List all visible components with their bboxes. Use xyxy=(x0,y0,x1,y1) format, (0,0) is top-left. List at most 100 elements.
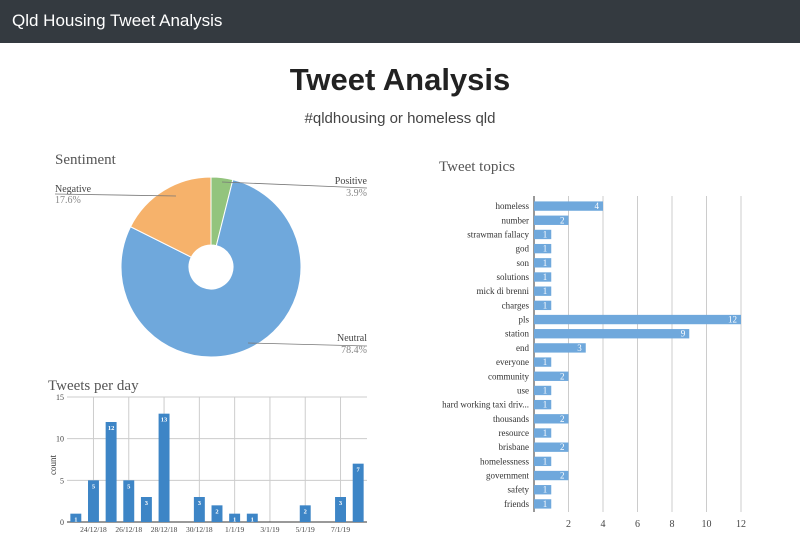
topic-bar-label: 4 xyxy=(595,201,600,211)
day-bar-label: 3 xyxy=(339,500,343,507)
day-bar-label: 1 xyxy=(251,517,254,524)
topic-bar xyxy=(534,343,586,353)
navbar-brand[interactable]: Qld Housing Tweet Analysis xyxy=(12,11,223,30)
topic-bar xyxy=(534,414,569,424)
topic-category-label: son xyxy=(516,258,529,268)
day-bar-label: 3 xyxy=(198,500,202,507)
topic-bar-label: 2 xyxy=(560,371,565,381)
pie-value-negative: 17.6% xyxy=(55,195,81,206)
day-xtick-label: 26/12/18 xyxy=(115,525,142,534)
topic-category-label: strawman fallacy xyxy=(467,229,529,239)
day-xtick-label: 3/1/19 xyxy=(260,525,279,534)
day-bar-label: 3 xyxy=(145,500,149,507)
day-bar xyxy=(70,513,82,522)
topic-bar-label: 1 xyxy=(543,357,548,367)
topic-bar-label: 1 xyxy=(543,499,548,509)
topic-bar-label: 2 xyxy=(560,414,565,424)
day-bar xyxy=(335,497,346,522)
day-bar xyxy=(246,513,258,522)
day-ytick-label: 0 xyxy=(60,518,64,527)
topic-bar-label: 1 xyxy=(543,229,548,239)
day-bar xyxy=(158,413,170,522)
day-ytick-label: 15 xyxy=(56,393,64,402)
topic-bar-label: 1 xyxy=(543,272,548,282)
topic-bar xyxy=(534,286,552,296)
topic-category-label: resource xyxy=(499,428,529,438)
day-bar xyxy=(211,505,223,522)
pie-label-neutral: Neutral xyxy=(337,333,367,344)
day-ytick-label: 10 xyxy=(56,435,64,444)
pie-label-negative: Negative xyxy=(55,184,92,195)
page-title: Tweet Analysis xyxy=(289,62,511,97)
day-bar xyxy=(193,497,205,522)
topic-bar xyxy=(534,399,552,410)
topic-bar xyxy=(534,485,552,495)
page-subtitle: #qldhousing or homeless qld xyxy=(304,110,496,127)
day-bar-label: 1 xyxy=(74,517,77,524)
topic-bar-label: 1 xyxy=(543,485,548,495)
topic-bar-label: 1 xyxy=(543,456,548,466)
day-bar-label: 5 xyxy=(92,483,96,490)
topic-category-label: community xyxy=(488,371,529,381)
tweets-per-day-chart-title: Tweets per day xyxy=(48,378,139,394)
topic-bar xyxy=(534,442,569,452)
topic-bar xyxy=(534,357,552,367)
day-xtick-label: 1/1/19 xyxy=(225,525,244,534)
topic-category-label: brisbane xyxy=(499,442,530,452)
day-ylabel: count xyxy=(48,455,58,475)
sentiment-chart-title: Sentiment xyxy=(55,152,116,168)
navbar: Qld Housing Tweet Analysis xyxy=(0,0,800,43)
topic-category-label: god xyxy=(516,244,530,254)
topic-bar xyxy=(534,314,741,325)
day-xtick-label: 28/12/18 xyxy=(151,525,178,534)
tweet-topics-chart-title: Tweet topics xyxy=(439,159,516,175)
day-bar-label: 2 xyxy=(304,508,307,515)
pie-slice-neutral xyxy=(120,179,302,358)
topic-category-label: friends xyxy=(504,499,529,509)
topic-bar xyxy=(534,456,552,467)
topic-category-label: charges xyxy=(502,300,530,310)
day-bar xyxy=(299,505,311,522)
topic-bar-label: 9 xyxy=(681,329,686,339)
topic-category-label: mick di brenni xyxy=(477,286,530,296)
topic-bar-label: 1 xyxy=(543,428,548,438)
topic-bar xyxy=(534,272,552,282)
topic-bar-label: 2 xyxy=(560,215,565,225)
topic-xtick-label: 8 xyxy=(670,519,675,530)
pie-value-positive: 3.9% xyxy=(346,188,367,199)
day-bar-label: 5 xyxy=(127,483,131,490)
topic-bar xyxy=(534,300,552,311)
topic-category-label: safety xyxy=(508,485,530,495)
pie-value-neutral: 78.4% xyxy=(341,345,367,356)
pie-leader-negative xyxy=(54,193,177,197)
topic-xtick-label: 12 xyxy=(736,519,746,530)
topic-bar-label: 3 xyxy=(577,343,582,353)
day-bar xyxy=(352,463,364,522)
topic-bar xyxy=(534,470,569,481)
day-ytick-label: 5 xyxy=(60,476,64,485)
pie-slice-negative xyxy=(129,176,212,258)
topic-category-label: end xyxy=(516,343,529,353)
day-bar-label: 1 xyxy=(233,517,236,524)
day-bar xyxy=(229,513,241,522)
topic-bar-label: 2 xyxy=(560,442,565,452)
topic-bar xyxy=(534,229,552,240)
topic-bar xyxy=(534,385,552,396)
topic-bar xyxy=(534,499,552,509)
topic-bar-label: 1 xyxy=(543,258,548,268)
topic-bar xyxy=(534,371,569,381)
day-bar-label: 13 xyxy=(161,417,168,424)
topic-xtick-label: 6 xyxy=(635,519,640,530)
day-bar xyxy=(140,497,152,522)
topic-category-label: government xyxy=(486,471,529,481)
topic-category-label: thousands xyxy=(493,414,529,424)
pie-leader-neutral xyxy=(247,342,368,347)
topic-bar-label: 1 xyxy=(543,286,548,296)
topic-category-label: homeless xyxy=(496,201,530,211)
topic-category-label: pls xyxy=(518,315,529,325)
topic-bar xyxy=(534,258,552,268)
topic-category-label: station xyxy=(505,329,529,339)
day-xtick-label: 5/1/19 xyxy=(296,525,315,534)
topic-bar-label: 1 xyxy=(543,244,548,254)
